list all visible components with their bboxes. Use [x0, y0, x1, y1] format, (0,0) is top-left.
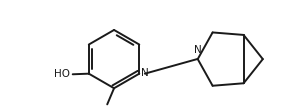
Text: N: N: [141, 68, 148, 78]
Text: N: N: [194, 45, 202, 55]
Text: HO: HO: [55, 69, 70, 79]
